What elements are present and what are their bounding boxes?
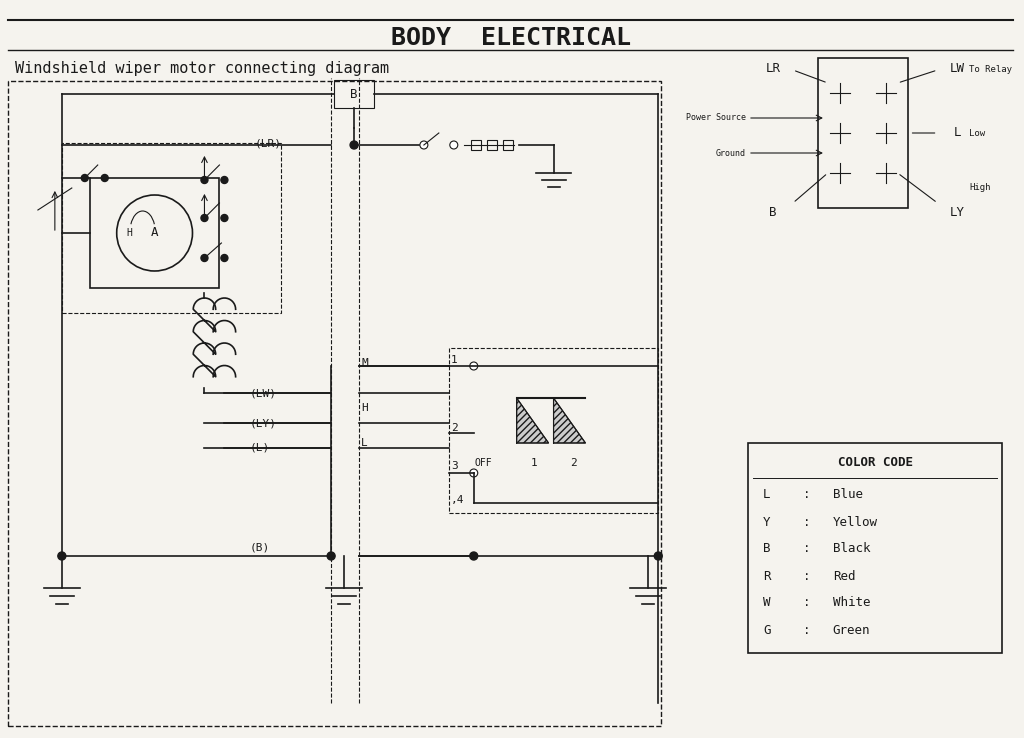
Circle shape — [221, 215, 228, 221]
Text: B: B — [350, 88, 357, 100]
Text: 1: 1 — [530, 458, 537, 468]
Circle shape — [450, 141, 458, 149]
Circle shape — [327, 552, 335, 560]
Circle shape — [221, 176, 228, 184]
Circle shape — [201, 255, 208, 261]
Text: LW: LW — [950, 61, 965, 75]
Text: Ground: Ground — [716, 148, 746, 157]
Circle shape — [57, 552, 66, 560]
Circle shape — [420, 141, 428, 149]
Text: Windshield wiper motor connecting diagram: Windshield wiper motor connecting diagra… — [15, 61, 389, 75]
Text: To Relay: To Relay — [970, 66, 1013, 75]
Text: (B): (B) — [249, 543, 269, 553]
Text: L: L — [361, 438, 368, 448]
Circle shape — [201, 215, 208, 221]
Text: Blue: Blue — [833, 489, 863, 502]
Circle shape — [201, 176, 208, 184]
Text: ,4: ,4 — [451, 495, 464, 505]
Text: LY: LY — [950, 207, 965, 219]
Bar — [90, 178, 219, 288]
Text: Green: Green — [833, 624, 870, 636]
Text: 1: 1 — [451, 355, 458, 365]
Bar — [8, 81, 662, 726]
Polygon shape — [554, 398, 586, 443]
Bar — [748, 443, 1002, 653]
Text: White: White — [833, 596, 870, 610]
Text: (L): (L) — [249, 443, 269, 453]
Bar — [449, 348, 658, 513]
Bar — [471, 140, 480, 150]
Polygon shape — [517, 398, 549, 443]
Bar — [818, 58, 907, 208]
Text: Low: Low — [970, 128, 985, 137]
Text: :: : — [803, 624, 810, 636]
Text: Y: Y — [763, 516, 770, 528]
Text: 3: 3 — [451, 461, 458, 471]
Text: H: H — [361, 403, 368, 413]
Text: :: : — [803, 516, 810, 528]
Text: W: W — [763, 596, 770, 610]
Text: LR: LR — [766, 61, 780, 75]
Text: (LR): (LR) — [254, 138, 282, 148]
Text: L: L — [953, 126, 962, 139]
Circle shape — [350, 141, 358, 149]
Text: Power Source: Power Source — [686, 114, 746, 123]
Bar — [486, 140, 497, 150]
Text: G: G — [763, 624, 770, 636]
Text: COLOR CODE: COLOR CODE — [838, 457, 912, 469]
Text: 2: 2 — [451, 423, 458, 433]
Text: Yellow: Yellow — [833, 516, 878, 528]
Text: R: R — [763, 570, 770, 582]
Text: A: A — [151, 227, 159, 240]
Text: Black: Black — [833, 542, 870, 556]
Text: H: H — [127, 228, 132, 238]
Circle shape — [470, 469, 478, 477]
Circle shape — [101, 174, 109, 182]
Text: High: High — [970, 184, 991, 193]
Text: BODY  ELECTRICAL: BODY ELECTRICAL — [390, 26, 631, 50]
Text: B: B — [763, 542, 770, 556]
Text: :: : — [803, 489, 810, 502]
Bar — [503, 140, 513, 150]
Text: (LW): (LW) — [249, 388, 276, 398]
Text: L: L — [763, 489, 770, 502]
Text: :: : — [803, 542, 810, 556]
Bar — [334, 80, 374, 108]
Text: 2: 2 — [570, 458, 577, 468]
Circle shape — [81, 174, 88, 182]
Text: (LY): (LY) — [249, 418, 276, 428]
Circle shape — [221, 255, 228, 261]
Text: :: : — [803, 570, 810, 582]
Circle shape — [470, 362, 478, 370]
Text: Red: Red — [833, 570, 855, 582]
Text: B: B — [769, 207, 777, 219]
Text: M: M — [361, 358, 368, 368]
Bar — [61, 143, 282, 313]
Circle shape — [470, 552, 478, 560]
Circle shape — [654, 552, 663, 560]
Text: :: : — [803, 596, 810, 610]
Text: OFF: OFF — [475, 458, 493, 468]
